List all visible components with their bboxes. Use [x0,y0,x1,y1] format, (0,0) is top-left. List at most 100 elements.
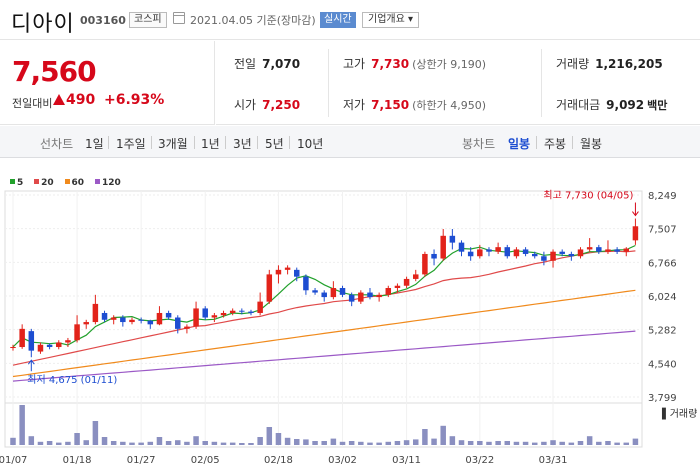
period-monthly[interactable]: 월봉 [580,137,603,151]
x-tick-label: 03/02 [328,455,357,466]
stat-amount: 거래대금 9,092 백만 [556,96,667,113]
volume-bar [559,441,565,445]
period-3m[interactable]: 3개월 [158,137,188,151]
volume-bar [531,442,538,445]
ma120-line [12,330,636,382]
lower-limit: (하한가 4,950) [412,99,486,112]
realtime-button[interactable]: 실시간 [320,12,356,28]
volume-bar [623,442,630,445]
company-overview-dropdown[interactable]: 기업개요 ▾ [362,12,419,28]
volume-bar [56,442,62,445]
current-price: 7,560 [12,55,97,88]
amount-unit: 백만 [647,99,668,112]
period-1y[interactable]: 1년 [201,137,220,151]
candle-body [367,292,373,298]
volume-bar [129,442,135,445]
volume-bar [28,436,35,445]
divider [108,136,109,149]
x-tick-label: 02/05 [191,455,220,466]
candle-body [376,294,382,298]
candle-body [531,253,538,257]
candle-body [339,288,346,295]
high-arrow-head [632,211,639,217]
low-annotation: 최저 4,675 (01/11) [27,374,117,386]
candle-body [513,249,520,257]
x-tick-label: 01/18 [63,455,92,466]
candle-body [614,249,620,252]
period-1d[interactable]: 1일 [85,137,104,151]
candle-body [10,347,16,349]
stock-name[interactable]: 디아이 [11,12,75,37]
low-arrow-head [27,359,35,365]
volume-bar [193,436,199,445]
period-weekly[interactable]: 주봉 [544,137,567,151]
volume-bar [284,437,291,445]
y-tick-label: 4,540 [648,359,677,370]
stat-low: 저가 7,150 (하한가 4,950) [343,96,486,113]
volume-bar [147,441,154,445]
stat-value: 7,250 [262,98,301,112]
ma-legend: 5 20 60 120 [10,178,129,188]
period-10y[interactable]: 10년 [297,137,324,151]
stat-prev: 전일 7,070 [234,55,300,72]
candle-body [74,324,80,341]
period-bar: 선차트 1일 1주일 3개월 1년 3년 5년 10년 봉차트 일봉 주봉 월봉 [0,126,700,158]
y-tick-label: 6,766 [648,258,677,269]
period-5y[interactable]: 5년 [265,137,284,151]
candle-body [175,317,181,329]
candle-body [120,317,126,323]
candle-body [467,251,474,257]
volume-plot-frame [4,402,643,448]
volume-bar [120,441,126,445]
volume-bar [92,421,99,445]
volume-bar [467,441,474,445]
candle-body [19,328,25,348]
x-tick-label: 03/22 [465,455,494,466]
candle-body [211,315,218,318]
candle-body [632,226,639,241]
candle-body [220,312,227,316]
candle-body [412,274,419,279]
candle-body [440,235,446,259]
candle-body [477,249,483,257]
stat-volume: 거래량 1,216,205 [556,55,663,72]
candle-body [312,290,318,293]
volume-bar [586,436,593,445]
volume-bar [495,441,501,445]
volume-bar [138,442,144,445]
legend-ma120-label: 120 [101,178,121,188]
period-3y[interactable]: 3년 [233,137,252,151]
volume-bar [458,440,465,445]
divider [289,136,290,149]
volume-bar [321,441,327,445]
volume-bar [184,441,190,445]
candlestick-chart[interactable]: 8,249 7,507 6,766 6,024 5,282 4,540 3,799 01/07… [0,173,700,470]
divider [572,136,573,149]
candle-body [248,311,254,313]
volume-bar [202,441,208,445]
legend-ma20: 20 [34,178,54,188]
x-tick-label: 03/11 [392,455,421,466]
candle-body [56,342,62,348]
stat-value: 9,092 [606,98,645,112]
candle-body [431,253,437,259]
period-daily[interactable]: 일봉 [508,137,531,151]
candle-body [605,249,611,252]
legend-ma60: 60 [64,178,84,188]
candle-body [275,269,282,275]
stat-value: 1,216,205 [595,57,663,71]
volume-bar [175,440,181,445]
up-triangle-icon [53,94,65,105]
stat-value: 7,730 [371,57,410,71]
volume-bar [550,440,556,445]
volume-bar [303,439,309,445]
divider [541,49,542,117]
candle-body [522,249,529,254]
candle-body [193,308,199,327]
volume-bar [275,433,282,445]
period-1w[interactable]: 1주일 [116,137,146,151]
candle-body [449,235,456,243]
volume-bar [614,442,620,445]
volume-bar [110,441,117,445]
